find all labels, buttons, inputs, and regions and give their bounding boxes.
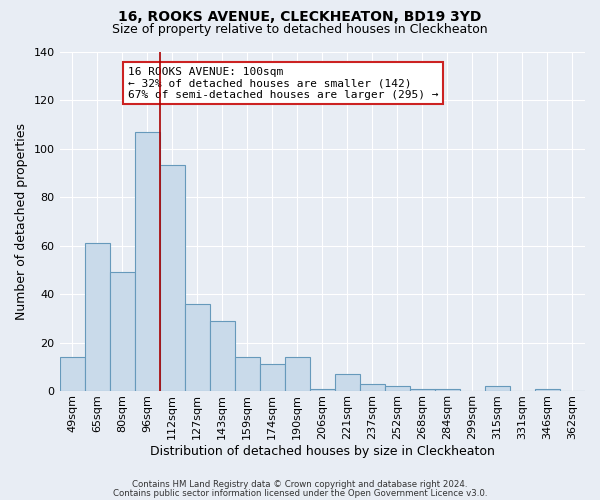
Text: 16, ROOKS AVENUE, CLECKHEATON, BD19 3YD: 16, ROOKS AVENUE, CLECKHEATON, BD19 3YD xyxy=(118,10,482,24)
Bar xyxy=(485,386,510,391)
Bar xyxy=(435,388,460,391)
Bar xyxy=(260,364,285,391)
Text: Contains HM Land Registry data © Crown copyright and database right 2024.: Contains HM Land Registry data © Crown c… xyxy=(132,480,468,489)
Bar xyxy=(410,388,435,391)
Bar xyxy=(85,243,110,391)
Bar xyxy=(160,166,185,391)
X-axis label: Distribution of detached houses by size in Cleckheaton: Distribution of detached houses by size … xyxy=(150,444,495,458)
Bar xyxy=(209,320,235,391)
Bar xyxy=(235,357,260,391)
Bar xyxy=(285,357,310,391)
Bar xyxy=(59,357,85,391)
Text: 16 ROOKS AVENUE: 100sqm
← 32% of detached houses are smaller (142)
67% of semi-d: 16 ROOKS AVENUE: 100sqm ← 32% of detache… xyxy=(128,67,439,100)
Bar xyxy=(535,388,560,391)
Bar xyxy=(360,384,385,391)
Y-axis label: Number of detached properties: Number of detached properties xyxy=(15,123,28,320)
Bar xyxy=(185,304,209,391)
Text: Contains public sector information licensed under the Open Government Licence v3: Contains public sector information licen… xyxy=(113,489,487,498)
Text: Size of property relative to detached houses in Cleckheaton: Size of property relative to detached ho… xyxy=(112,22,488,36)
Bar xyxy=(134,132,160,391)
Bar xyxy=(385,386,410,391)
Bar xyxy=(310,388,335,391)
Bar xyxy=(110,272,134,391)
Bar xyxy=(335,374,360,391)
